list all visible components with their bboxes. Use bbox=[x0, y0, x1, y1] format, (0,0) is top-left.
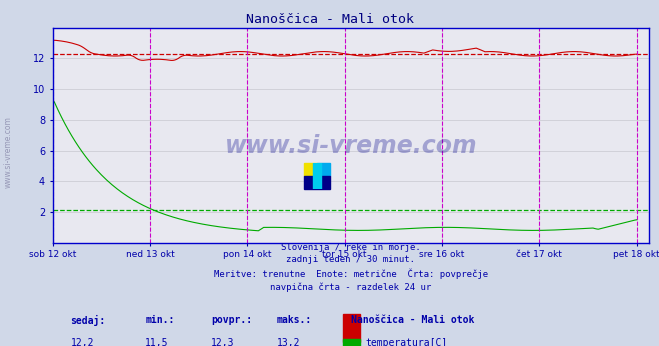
Bar bbox=[343, 313, 360, 342]
Text: sedaj:: sedaj: bbox=[71, 315, 106, 326]
Text: Nanoščica - Mali otok: Nanoščica - Mali otok bbox=[246, 13, 413, 26]
Text: Nanoščica - Mali otok: Nanoščica - Mali otok bbox=[351, 315, 474, 325]
Text: min.:: min.: bbox=[145, 315, 175, 325]
Polygon shape bbox=[313, 163, 321, 189]
Text: maks.:: maks.: bbox=[276, 315, 312, 325]
Text: povpr.:: povpr.: bbox=[211, 315, 252, 325]
Bar bbox=[304, 176, 330, 189]
Text: 12,2: 12,2 bbox=[71, 338, 94, 346]
Text: 13,2: 13,2 bbox=[276, 338, 300, 346]
Text: www.si-vreme.com: www.si-vreme.com bbox=[4, 116, 13, 188]
Bar bbox=[317, 163, 330, 176]
Bar bbox=[304, 163, 317, 176]
Bar bbox=[343, 338, 360, 346]
Text: www.si-vreme.com: www.si-vreme.com bbox=[225, 134, 477, 158]
Text: Slovenija / reke in morje.
zadnji teden / 30 minut.
Meritve: trenutne  Enote: me: Slovenija / reke in morje. zadnji teden … bbox=[214, 243, 488, 292]
Text: 11,5: 11,5 bbox=[145, 338, 169, 346]
Text: 12,3: 12,3 bbox=[211, 338, 234, 346]
Text: temperatura[C]: temperatura[C] bbox=[366, 338, 448, 346]
